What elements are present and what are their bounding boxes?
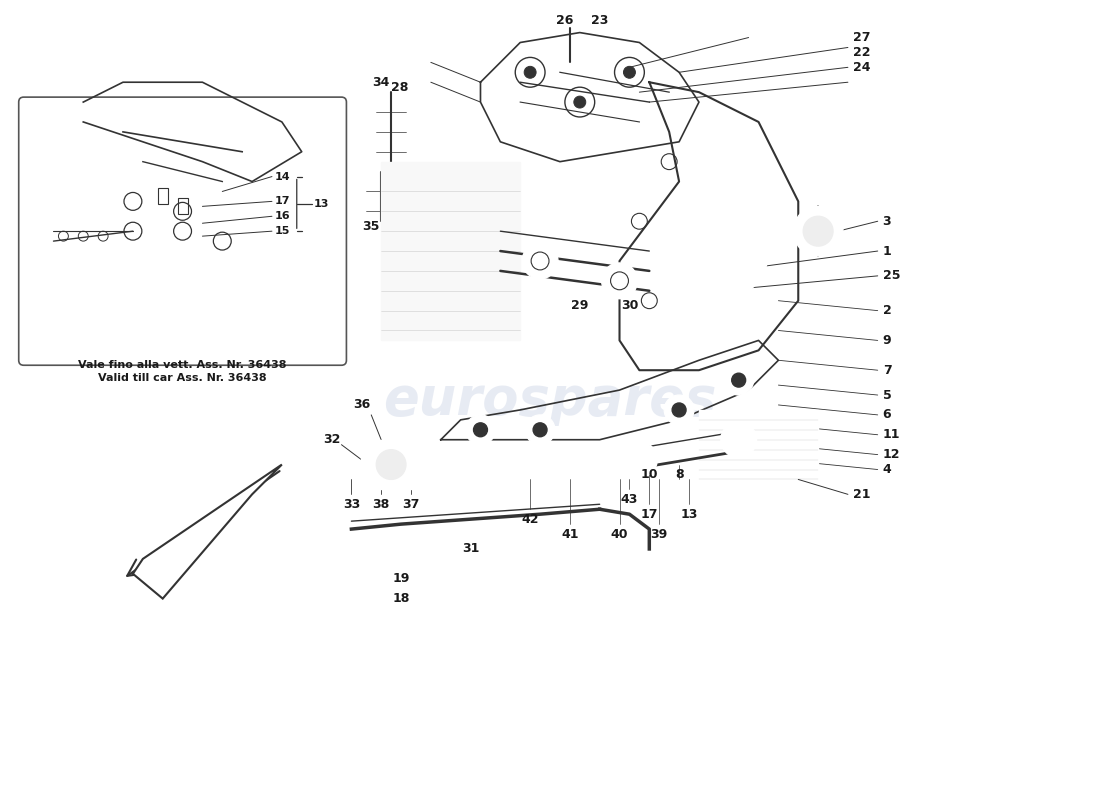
Circle shape bbox=[732, 373, 746, 387]
Text: 10: 10 bbox=[640, 468, 658, 481]
Polygon shape bbox=[133, 465, 282, 598]
Text: 24: 24 bbox=[852, 61, 870, 74]
Text: Vale fino alla vett. Ass. Nr. 36438: Vale fino alla vett. Ass. Nr. 36438 bbox=[78, 360, 287, 370]
Text: 18: 18 bbox=[393, 592, 409, 605]
Text: 36: 36 bbox=[353, 398, 370, 411]
Circle shape bbox=[624, 66, 636, 78]
Circle shape bbox=[473, 423, 487, 437]
Text: 11: 11 bbox=[882, 428, 900, 442]
Circle shape bbox=[376, 450, 406, 479]
Bar bbox=[157, 189, 167, 204]
Text: 13: 13 bbox=[314, 199, 329, 209]
Text: 19: 19 bbox=[393, 572, 409, 586]
Text: 26: 26 bbox=[557, 14, 573, 27]
Text: 17: 17 bbox=[275, 196, 290, 206]
Circle shape bbox=[534, 423, 547, 437]
Text: 32: 32 bbox=[322, 434, 340, 446]
Circle shape bbox=[522, 243, 558, 279]
Text: 34: 34 bbox=[373, 76, 389, 89]
Text: 1: 1 bbox=[882, 245, 891, 258]
Text: 27: 27 bbox=[852, 31, 870, 44]
Text: 12: 12 bbox=[882, 448, 900, 461]
Text: 15: 15 bbox=[275, 226, 290, 236]
Circle shape bbox=[465, 415, 495, 445]
Circle shape bbox=[720, 422, 757, 458]
Text: eurospares: eurospares bbox=[383, 374, 717, 426]
Text: 40: 40 bbox=[610, 527, 628, 541]
Circle shape bbox=[664, 395, 694, 425]
Text: 5: 5 bbox=[882, 389, 891, 402]
Bar bbox=[177, 198, 187, 214]
Text: 7: 7 bbox=[882, 364, 891, 377]
Text: 22: 22 bbox=[852, 46, 870, 59]
Text: 4: 4 bbox=[882, 463, 891, 476]
Bar bbox=[361, 440, 421, 490]
Text: 35: 35 bbox=[363, 220, 379, 233]
Text: 16: 16 bbox=[275, 211, 290, 222]
Circle shape bbox=[803, 216, 833, 246]
Text: 37: 37 bbox=[403, 498, 420, 510]
Text: 17: 17 bbox=[640, 508, 658, 521]
Text: 6: 6 bbox=[882, 408, 891, 422]
Text: 13: 13 bbox=[680, 508, 697, 521]
Circle shape bbox=[672, 403, 686, 417]
Circle shape bbox=[525, 415, 556, 445]
Text: 2: 2 bbox=[882, 304, 891, 317]
FancyBboxPatch shape bbox=[19, 97, 346, 366]
Text: 21: 21 bbox=[852, 488, 870, 501]
Circle shape bbox=[621, 442, 658, 478]
Text: 8: 8 bbox=[674, 468, 683, 481]
Text: eurospares: eurospares bbox=[103, 269, 262, 293]
Circle shape bbox=[793, 206, 843, 256]
Circle shape bbox=[525, 66, 536, 78]
Text: 28: 28 bbox=[392, 81, 408, 94]
Text: 9: 9 bbox=[882, 334, 891, 347]
Text: 3: 3 bbox=[882, 214, 891, 228]
Circle shape bbox=[602, 263, 637, 298]
Circle shape bbox=[574, 96, 585, 108]
Circle shape bbox=[724, 366, 754, 395]
Text: 29: 29 bbox=[571, 299, 588, 312]
Text: 23: 23 bbox=[591, 14, 608, 27]
Text: 14: 14 bbox=[275, 171, 290, 182]
Bar bbox=[698, 410, 818, 490]
Text: 41: 41 bbox=[561, 527, 579, 541]
Text: 33: 33 bbox=[343, 498, 360, 510]
Circle shape bbox=[669, 202, 769, 301]
Text: 38: 38 bbox=[373, 498, 389, 510]
Text: 30: 30 bbox=[620, 299, 638, 312]
Text: 42: 42 bbox=[521, 513, 539, 526]
Text: 39: 39 bbox=[650, 527, 668, 541]
Bar bbox=[382, 162, 520, 341]
Text: 31: 31 bbox=[462, 542, 480, 555]
Text: 43: 43 bbox=[620, 493, 638, 506]
Text: 25: 25 bbox=[882, 270, 900, 282]
Circle shape bbox=[689, 222, 749, 281]
Text: Valid till car Ass. Nr. 36438: Valid till car Ass. Nr. 36438 bbox=[98, 373, 267, 383]
